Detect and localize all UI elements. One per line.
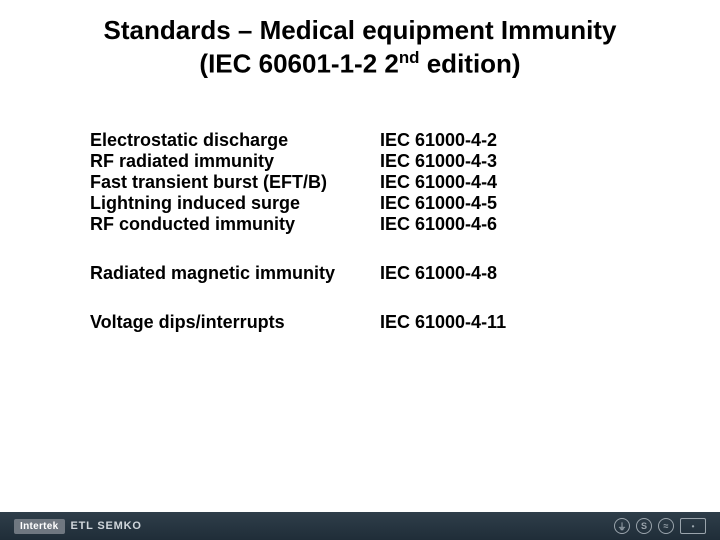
title-line1: Standards – Medical equipment Immunity	[104, 15, 617, 45]
row-label: Lightning induced surge	[90, 193, 380, 214]
group-spacer	[90, 235, 650, 263]
footer-bar: Intertek ETL SEMKO ⏚ S ≈ •	[0, 512, 720, 540]
table-row: RF radiated immunity IEC 61000-4-3	[90, 151, 650, 172]
row-standard: IEC 61000-4-11	[380, 312, 650, 333]
row-label: RF conducted immunity	[90, 214, 380, 235]
slide-title: Standards – Medical equipment Immunity (…	[0, 14, 720, 80]
row-label: RF radiated immunity	[90, 151, 380, 172]
row-standard: IEC 61000-4-8	[380, 263, 650, 284]
row-label: Fast transient burst (EFT/B)	[90, 172, 380, 193]
row-standard: IEC 61000-4-6	[380, 214, 650, 235]
title-line2-post: edition)	[420, 48, 521, 78]
row-standard: IEC 61000-4-2	[380, 130, 650, 151]
table-row: Voltage dips/interrupts IEC 61000-4-11	[90, 312, 650, 333]
title-line2-sup: nd	[399, 48, 420, 67]
group-spacer	[90, 284, 650, 312]
table-row: Radiated magnetic immunity IEC 61000-4-8	[90, 263, 650, 284]
certification-marks: ⏚ S ≈ •	[614, 518, 706, 534]
row-label: Radiated magnetic immunity	[90, 263, 380, 284]
row-label: Voltage dips/interrupts	[90, 312, 380, 333]
title-line2-pre: (IEC 60601-1-2 2	[199, 48, 398, 78]
mark-icon: ⏚	[614, 518, 630, 534]
table-row: Electrostatic discharge IEC 61000-4-2	[90, 130, 650, 151]
table-row: Lightning induced surge IEC 61000-4-5	[90, 193, 650, 214]
brand: Intertek ETL SEMKO	[14, 519, 142, 534]
row-label: Electrostatic discharge	[90, 130, 380, 151]
mark-icon: S	[636, 518, 652, 534]
content-table: Electrostatic discharge IEC 61000-4-2 RF…	[90, 130, 650, 333]
row-standard: IEC 61000-4-3	[380, 151, 650, 172]
mark-icon: •	[680, 518, 706, 534]
brand-logo: Intertek	[14, 519, 65, 534]
row-standard: IEC 61000-4-4	[380, 172, 650, 193]
row-standard: IEC 61000-4-5	[380, 193, 650, 214]
slide: Standards – Medical equipment Immunity (…	[0, 0, 720, 540]
table-row: RF conducted immunity IEC 61000-4-6	[90, 214, 650, 235]
table-row: Fast transient burst (EFT/B) IEC 61000-4…	[90, 172, 650, 193]
mark-icon: ≈	[658, 518, 674, 534]
brand-text: ETL SEMKO	[71, 520, 142, 532]
